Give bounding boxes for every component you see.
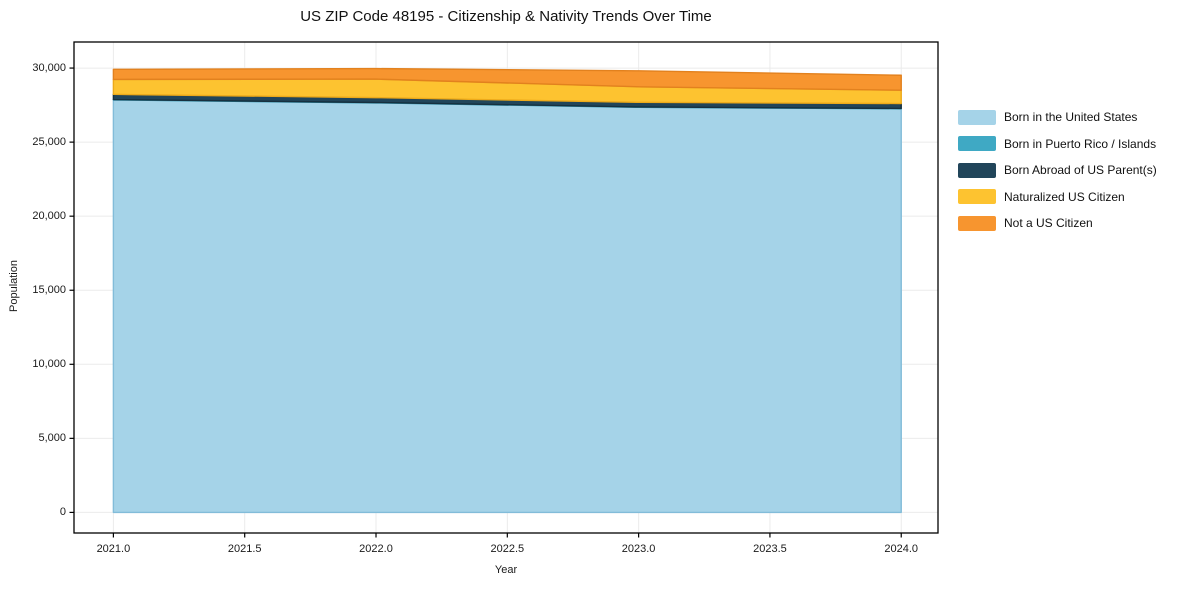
legend-label: Not a US Citizen [1004, 216, 1093, 231]
legend-item: Born Abroad of US Parent(s) [958, 157, 1157, 184]
x-axis-label: Year [494, 564, 518, 576]
y-tick-label: 25,000 [32, 136, 66, 149]
legend-item: Born in Puerto Rico / Islands [958, 131, 1157, 158]
x-tick-label: 2022.5 [490, 543, 525, 555]
area-series-group [112, 67, 902, 514]
x-tick-label: 2023.0 [621, 543, 656, 555]
area-born-in-us [112, 99, 902, 514]
legend: Born in the United States Born in Puerto … [958, 104, 1157, 237]
legend-swatch [958, 215, 996, 231]
tick-marks [69, 67, 902, 538]
legend-label: Born in the United States [1004, 110, 1138, 125]
y-tick-label: 0 [59, 506, 66, 519]
y-tick-label: 5,000 [38, 432, 66, 445]
y-tick-label: 30,000 [32, 62, 66, 75]
x-tick-label: 2024.0 [884, 543, 919, 555]
y-tick-label: 15,000 [32, 284, 66, 297]
legend-label: Born Abroad of US Parent(s) [1004, 163, 1157, 178]
legend-item: Naturalized US Citizen [958, 184, 1157, 211]
legend-label: Born in Puerto Rico / Islands [1004, 136, 1157, 151]
area-not-citizen [112, 67, 902, 91]
plot-frame [73, 41, 939, 534]
legend-swatch [958, 189, 996, 205]
y-tick-label: 10,000 [32, 358, 66, 371]
x-tick-label: 2021.0 [96, 543, 131, 555]
legend-swatch [958, 136, 996, 152]
legend-swatch [958, 162, 996, 178]
chart-title: US ZIP Code 48195 - Citizenship & Nativi… [300, 8, 712, 25]
y-tick-label: 20,000 [32, 210, 66, 223]
legend-swatch [958, 109, 996, 125]
x-tick-label: 2023.5 [753, 543, 787, 555]
x-tick-label: 2022.0 [359, 543, 393, 555]
legend-label: Naturalized US Citizen [1004, 189, 1125, 204]
legend-item: Not a US Citizen [958, 210, 1157, 237]
legend-item: Born in the United States [958, 104, 1157, 131]
x-tick-label: 2021.5 [227, 543, 262, 555]
y-axis-label: Population [8, 260, 20, 312]
axes-frame [73, 41, 939, 534]
